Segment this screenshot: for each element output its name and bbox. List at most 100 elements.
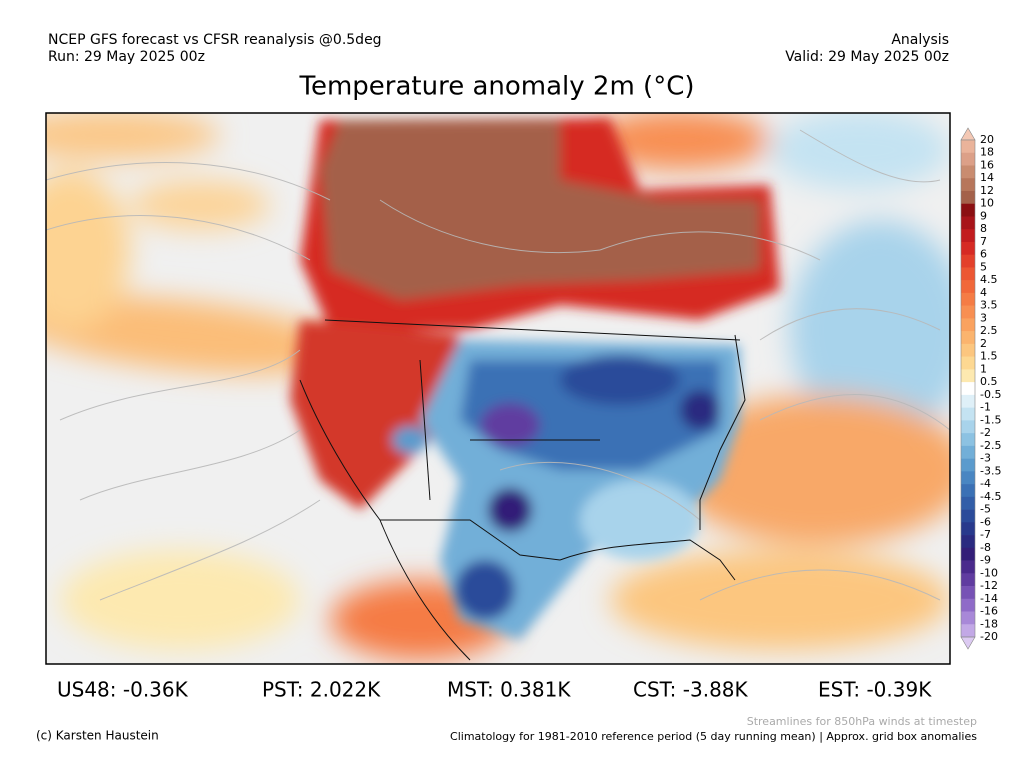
colorbar-segment: [961, 241, 975, 255]
colorbar-cap: [960, 127, 976, 141]
colorbar-segment: [961, 586, 975, 600]
colorbar-label: 2: [980, 337, 987, 350]
colorbar-segment: [961, 471, 975, 485]
colorbar-label: 3: [980, 311, 987, 324]
colorbar-label: -16: [980, 605, 998, 618]
colorbar-segment: [961, 560, 975, 574]
analysis-label: Analysis: [891, 32, 949, 48]
region-anomaly: CST: -3.88K: [633, 678, 749, 702]
colorbar-segment: [961, 203, 975, 217]
colorbar-label: 14: [980, 171, 994, 184]
colorbar-label: -14: [980, 592, 998, 605]
map-frame: [45, 112, 951, 665]
colorbar-segment: [961, 216, 975, 230]
colorbar-label: 18: [980, 146, 994, 159]
colorbar-label: 1: [980, 362, 987, 375]
colorbar-segment: [961, 343, 975, 357]
colorbar-label: -2: [980, 426, 991, 439]
colorbar-label: -4: [980, 477, 991, 490]
map: [46, 113, 950, 664]
map-title: Temperature anomaly 2m (°C): [299, 72, 695, 102]
colorbar-label: -3: [980, 452, 991, 465]
colorbar-label: 12: [980, 184, 994, 197]
colorbar-frame: [960, 139, 976, 638]
colorbar-segment: [961, 190, 975, 205]
colorbar-label: 1.5: [980, 350, 998, 363]
colorbar-segment: [961, 496, 975, 510]
run-info: Run: 29 May 2025 00z: [48, 49, 205, 65]
colorbar-segment: [961, 624, 975, 638]
colorbar-segment: [961, 407, 975, 421]
colorbar-label: -3.5: [980, 464, 1001, 477]
colorbar-label: 3.5: [980, 299, 998, 312]
colorbar-segment: [961, 458, 975, 472]
colorbar-label: -2.5: [980, 439, 1001, 452]
colorbar-label: 16: [980, 158, 994, 171]
climatology-note: Climatology for 1981-2010 reference peri…: [450, 730, 977, 743]
colorbar-label: -0.5: [980, 388, 1001, 401]
colorbar-segment: [961, 292, 975, 306]
colorbar-segment: [961, 573, 975, 587]
colorbar-label: 2.5: [980, 324, 998, 337]
colorbar-segment: [961, 318, 975, 332]
colorbar-segment: [961, 598, 975, 612]
colorbar-segment: [961, 484, 975, 498]
colorbar-segment: [961, 178, 975, 192]
colorbar-segment: [961, 152, 975, 166]
colorbar-label: -10: [980, 566, 998, 579]
valid-time: Valid: 29 May 2025 00z: [785, 49, 949, 65]
colorbar-label: -1.5: [980, 413, 1001, 426]
colorbar-segment: [961, 140, 975, 154]
colorbar-segment: [961, 382, 975, 396]
colorbar-segment: [961, 509, 975, 523]
colorbar-segment: [961, 547, 975, 561]
colorbar-segment: [961, 280, 975, 294]
colorbar-label: -1: [980, 401, 991, 414]
credit: (c) Karsten Haustein: [36, 729, 159, 743]
colorbar-label: 4: [980, 286, 987, 299]
colorbar-label: -9: [980, 554, 991, 567]
colorbar-label: 10: [980, 197, 994, 210]
streamline-note: Streamlines for 850hPa winds at timestep: [747, 715, 977, 728]
colorbar-label: 9: [980, 209, 987, 222]
colorbar-segment: [961, 356, 975, 370]
colorbar-label: -18: [980, 617, 998, 630]
colorbar-segment: [961, 420, 975, 434]
colorbar-segment: [961, 522, 975, 536]
colorbar-label: -5: [980, 503, 991, 516]
model-info: NCEP GFS forecast vs CFSR reanalysis @0.…: [48, 32, 382, 48]
colorbar-segment: [961, 229, 975, 243]
colorbar-segment: [961, 254, 975, 268]
region-anomaly: US48: -0.36K: [57, 678, 189, 702]
colorbar-label: -20: [980, 630, 998, 643]
colorbar-label: -6: [980, 515, 991, 528]
colorbar-cap: [960, 636, 976, 650]
colorbar-label: 7: [980, 235, 987, 248]
colorbar-label: 6: [980, 248, 987, 261]
colorbar-segment: [961, 267, 975, 281]
colorbar-label: 5: [980, 260, 987, 273]
colorbar-segment: [961, 445, 975, 459]
colorbar-label: 8: [980, 222, 987, 235]
colorbar-label: -7: [980, 528, 991, 541]
colorbar-label: 20: [980, 133, 994, 146]
region-anomaly: MST: 0.381K: [447, 678, 571, 702]
colorbar-label: 4.5: [980, 273, 998, 286]
colorbar-segment: [961, 369, 975, 383]
colorbar-label: -4.5: [980, 490, 1001, 503]
region-anomaly: PST: 2.022K: [262, 678, 381, 702]
colorbar: 201816141210987654.543.532.521.510.5-0.5…: [960, 127, 1001, 650]
colorbar-segment: [961, 433, 975, 447]
region-anomaly: EST: -0.39K: [818, 678, 932, 702]
colorbar-segment: [961, 305, 975, 319]
colorbar-label: -8: [980, 541, 991, 554]
colorbar-segment: [961, 394, 975, 408]
colorbar-label: -12: [980, 579, 998, 592]
colorbar-segment: [961, 331, 975, 345]
colorbar-segment: [961, 611, 975, 625]
colorbar-segment: [961, 165, 975, 179]
regional-stats: US48: -0.36K PST: 2.022K MST: 0.381K CST: -…: [57, 678, 932, 702]
colorbar-label: 0.5: [980, 375, 998, 388]
colorbar-segment: [961, 535, 975, 549]
